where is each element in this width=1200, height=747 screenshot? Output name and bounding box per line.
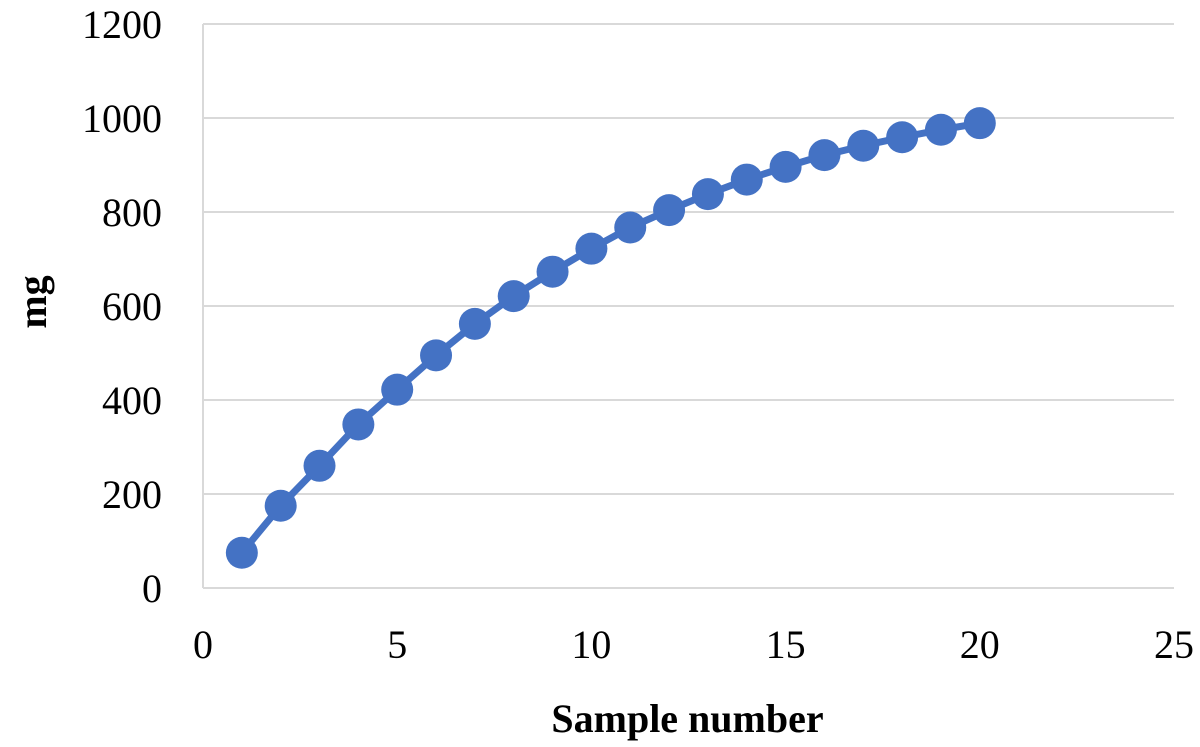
data-point xyxy=(303,449,336,482)
axes xyxy=(202,24,1174,589)
data-point xyxy=(575,232,608,265)
series xyxy=(225,107,996,569)
x-tick-label: 5 xyxy=(387,622,407,667)
data-point xyxy=(730,163,763,196)
data-point xyxy=(808,139,841,172)
x-tick-label: 20 xyxy=(960,622,1000,667)
data-point xyxy=(963,107,996,140)
data-point xyxy=(614,211,647,244)
data-point xyxy=(264,489,297,522)
data-point xyxy=(769,150,802,183)
data-point xyxy=(381,373,414,406)
y-tick-label: 0 xyxy=(142,566,162,611)
x-tick-label: 0 xyxy=(193,622,213,667)
data-point xyxy=(691,178,724,211)
tick-labels: 0 200 400 600 800 1000 1200 0 5 10 15 20 25 xyxy=(82,2,1194,667)
series-line xyxy=(238,119,984,557)
y-tick-label: 200 xyxy=(102,472,162,517)
y-tick-label: 1000 xyxy=(82,96,162,141)
y-tick-label: 600 xyxy=(102,284,162,329)
x-axis-title: Sample number xyxy=(551,696,823,741)
data-point xyxy=(847,129,880,162)
data-point xyxy=(420,339,453,372)
y-axis-title: mg xyxy=(10,275,55,328)
data-point xyxy=(653,194,686,227)
y-tick-label: 800 xyxy=(102,190,162,235)
data-point xyxy=(342,408,375,441)
x-tick-label: 25 xyxy=(1154,622,1194,667)
y-tick-label: 1200 xyxy=(82,2,162,47)
y-tick-label: 400 xyxy=(102,378,162,423)
data-point xyxy=(458,307,491,340)
data-point xyxy=(225,536,258,569)
x-tick-label: 15 xyxy=(766,622,806,667)
data-point xyxy=(924,113,957,146)
data-point xyxy=(886,121,919,154)
x-tick-label: 10 xyxy=(571,622,611,667)
data-point xyxy=(536,255,569,288)
grid-lines xyxy=(203,23,1174,495)
data-point xyxy=(497,280,530,313)
